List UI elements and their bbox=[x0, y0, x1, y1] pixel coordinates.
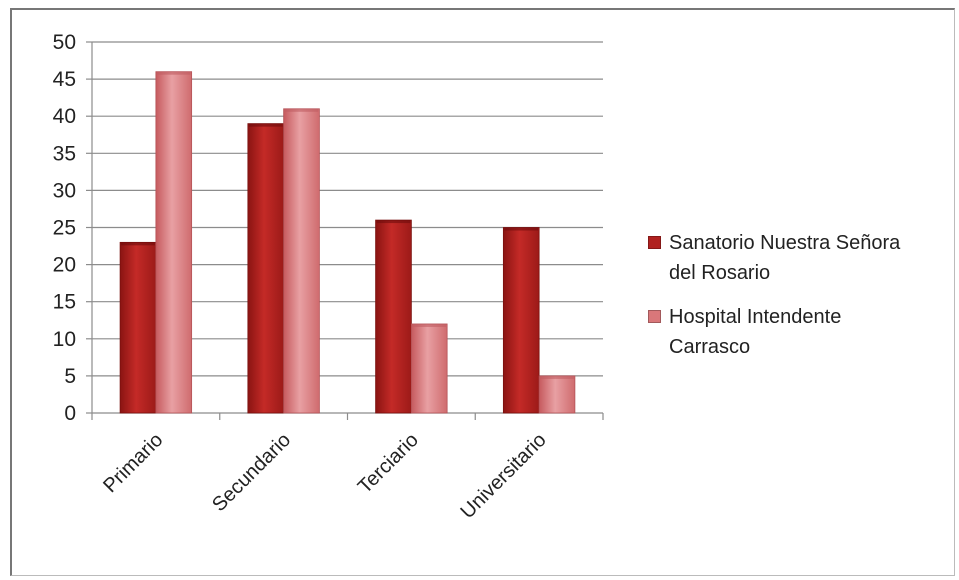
legend-swatch-series-1 bbox=[648, 236, 661, 249]
bar-top-edge bbox=[284, 108, 319, 112]
bar-top-edge bbox=[376, 220, 411, 224]
bar-top-edge bbox=[248, 123, 283, 127]
bar-primario-series-2 bbox=[155, 71, 193, 414]
legend-label-series-2: Hospital Intendente Carrasco bbox=[669, 306, 842, 358]
y-tick-label: 20 bbox=[53, 254, 76, 277]
y-tick-label: 25 bbox=[53, 217, 76, 240]
legend-item-series-1: Sanatorio Nuestra Señora del Rosario bbox=[648, 228, 953, 288]
bar-top-edge bbox=[121, 242, 155, 246]
x-axis-labels: Primario Secundario Terciario Universitario bbox=[99, 429, 550, 523]
legend-label-series-1: Sanatorio Nuestra Señora del Rosario bbox=[669, 232, 901, 284]
y-tick-label: 5 bbox=[64, 365, 76, 388]
bar-secundario-series-2 bbox=[283, 108, 320, 414]
y-tick-label: 0 bbox=[64, 402, 76, 425]
legend-item-series-2: Hospital Intendente Carrasco bbox=[648, 302, 953, 362]
y-tick-label: 45 bbox=[53, 68, 76, 91]
bar-universitario-series-1 bbox=[502, 227, 540, 414]
x-tick-label: Primario bbox=[99, 429, 167, 497]
y-tick-label: 15 bbox=[53, 291, 76, 314]
y-tick-label: 35 bbox=[53, 142, 76, 165]
bar-top-edge bbox=[504, 227, 539, 231]
legend-swatch-series-2 bbox=[648, 310, 661, 323]
bar-top-edge bbox=[156, 71, 191, 75]
bar-terciario-series-1 bbox=[375, 219, 412, 414]
x-tick-label: Universitario bbox=[457, 429, 551, 523]
x-tick-label: Terciario bbox=[354, 429, 423, 498]
legend: Sanatorio Nuestra Señora del Rosario Hos… bbox=[648, 228, 953, 376]
bar-universitario-series-2 bbox=[538, 375, 576, 414]
bar-terciario-series-2 bbox=[410, 323, 448, 414]
bar-top-edge bbox=[540, 375, 574, 379]
x-tick-label: Secundario bbox=[208, 429, 295, 516]
y-tick-label: 30 bbox=[53, 179, 76, 202]
y-tick-label: 50 bbox=[53, 31, 76, 54]
y-axis-ticks: 0 5 10 15 20 25 30 35 40 45 50 bbox=[53, 31, 76, 425]
bar-primario-series-1 bbox=[119, 241, 157, 414]
bar-secundario-series-1 bbox=[247, 123, 285, 414]
bars bbox=[119, 71, 576, 414]
y-tick-label: 10 bbox=[53, 328, 76, 351]
y-tick-label: 40 bbox=[53, 105, 76, 128]
bar-top-edge bbox=[412, 323, 447, 327]
